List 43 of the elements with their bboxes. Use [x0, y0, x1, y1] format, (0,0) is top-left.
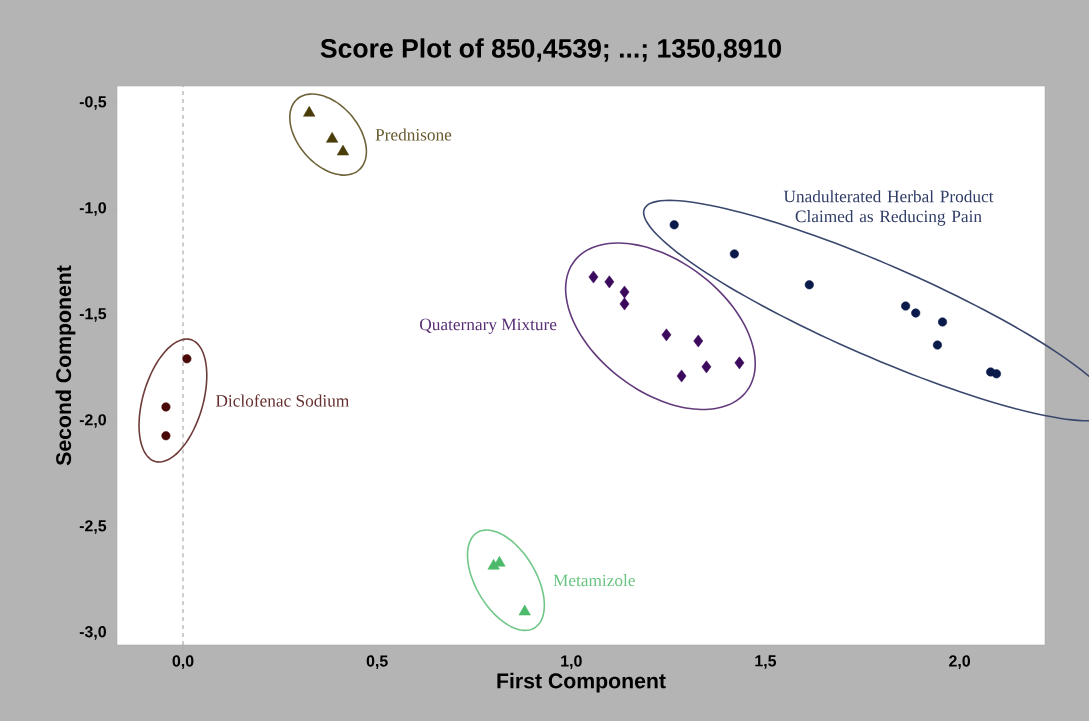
point: [937, 317, 948, 327]
point: [911, 308, 921, 318]
text: Diclofenac Sodium: [215, 394, 350, 407]
x-tick-label: 1,5: [755, 655, 777, 669]
point: [303, 106, 316, 117]
series-label: Metamizole: [553, 574, 635, 587]
point: [661, 328, 672, 342]
point: [701, 360, 712, 374]
point: [619, 285, 630, 299]
y-tick-label: -2,5: [79, 520, 107, 534]
point: [161, 431, 171, 441]
point: [161, 402, 171, 412]
point: [669, 220, 679, 230]
point: [991, 369, 1001, 379]
y-tick-label: -2,0: [79, 414, 106, 428]
x-tick-label: 0,0: [172, 655, 194, 669]
y-axis-title: Second Component: [55, 265, 76, 466]
point: [693, 334, 704, 348]
point: [326, 132, 339, 143]
point: [804, 280, 814, 290]
text: Unadulterated Herbal Product Claimed as Reducing Pain: [783, 190, 994, 226]
y-tick-label: -0,5: [79, 96, 107, 110]
x-tick-label: 1,0: [561, 655, 582, 669]
point: [604, 275, 615, 289]
chart-title: Score Plot of 850,4539; ...; 1350,8910: [320, 38, 781, 62]
point: [901, 301, 911, 311]
point: [619, 297, 630, 311]
y-tick-label: -1,5: [79, 308, 107, 322]
point: [518, 604, 531, 616]
point: [336, 144, 349, 156]
y-tick-label: -1,0: [79, 202, 106, 216]
series-label: Prednisone: [375, 128, 452, 141]
point: [729, 249, 739, 259]
x-tick-label: 0,5: [366, 655, 388, 669]
x-axis-title: First Component: [497, 672, 666, 693]
point: [734, 356, 745, 370]
point: [588, 270, 599, 284]
point: [182, 354, 192, 364]
y-tick-label: -3,0: [79, 626, 106, 640]
x-tick-label: 2,0: [949, 655, 971, 669]
point: [932, 340, 942, 350]
point: [676, 369, 687, 383]
text: Quaternary Mixture: [420, 318, 557, 334]
